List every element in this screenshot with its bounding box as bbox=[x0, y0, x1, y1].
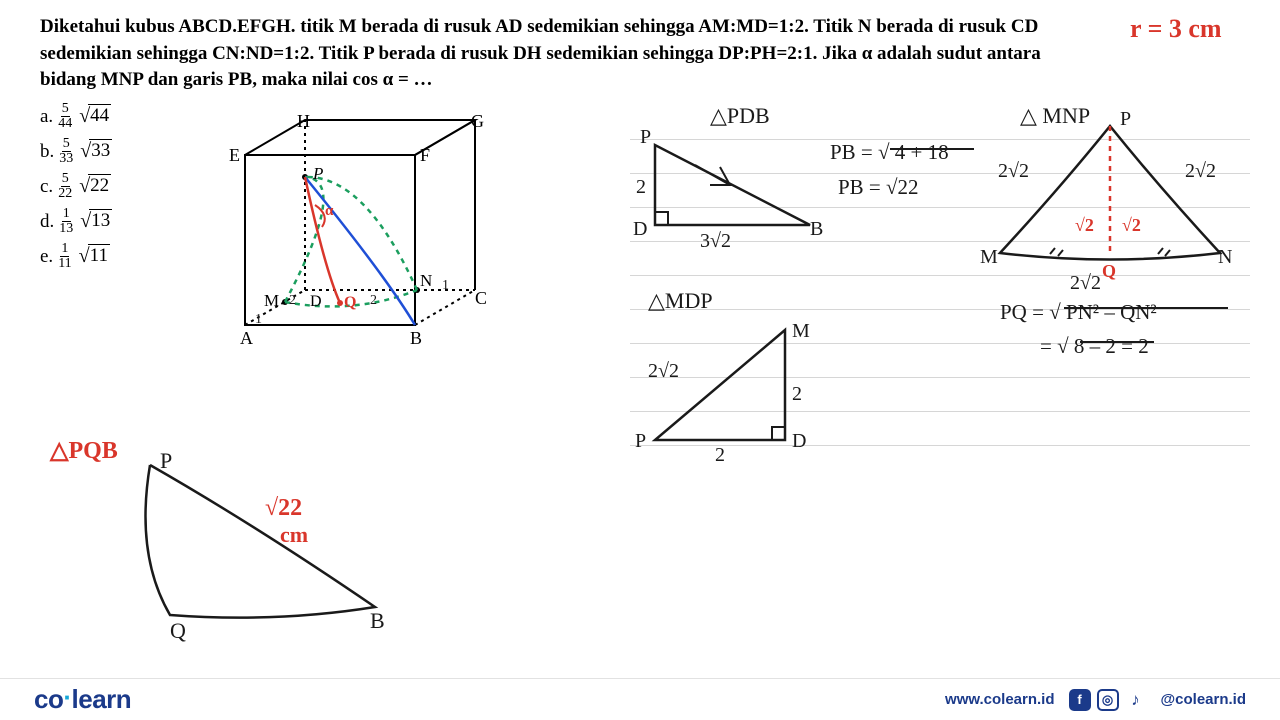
pqb-Q: Q bbox=[170, 618, 186, 644]
side-note: r = 3 cm bbox=[1130, 14, 1222, 44]
cube-diagram: H G E F A B C D M N P Q α 1 2 1 2 bbox=[215, 115, 485, 395]
pqb-P: P bbox=[160, 448, 172, 474]
label-P: P bbox=[313, 164, 323, 184]
mnp-pq1: PQ = √ PN² – QN² bbox=[1000, 300, 1157, 325]
option-d: d. 113 13 bbox=[40, 207, 112, 236]
mdp-P: P bbox=[635, 430, 646, 453]
label-E: E bbox=[229, 145, 240, 166]
label-F: F bbox=[420, 145, 430, 166]
mnp-s2: √2 bbox=[1122, 215, 1141, 236]
footer-site: www.colearn.id bbox=[945, 691, 1054, 708]
facebook-icon: f bbox=[1069, 689, 1091, 711]
question-text: Diketahui kubus ABCD.EFGH. titik M berad… bbox=[40, 14, 1080, 94]
pdb-pd: 2 bbox=[636, 176, 646, 199]
mnp-pq2: = √ 8 – 2 = 2 bbox=[1040, 334, 1149, 359]
label-C: C bbox=[475, 288, 487, 309]
num-n1: 1 bbox=[442, 278, 449, 294]
mdp-pd: 2 bbox=[715, 444, 725, 467]
instagram-icon: ◎ bbox=[1097, 689, 1119, 711]
pqb-unit: cm bbox=[280, 522, 308, 548]
pqb-side: √22 bbox=[265, 495, 302, 522]
pdb-eq1: PB = √ 4 + 18 bbox=[830, 140, 949, 165]
option-e: e. 111 11 bbox=[40, 242, 112, 271]
label-N: N bbox=[420, 271, 432, 291]
label-Q: Q bbox=[344, 294, 356, 312]
tiktok-icon: ♪ bbox=[1125, 689, 1147, 711]
option-b: b. 533 33 bbox=[40, 137, 112, 166]
mnp-mn: 2√2 bbox=[1070, 272, 1101, 295]
social-icons: f ◎ ♪ bbox=[1069, 689, 1147, 711]
num-m1: 1 bbox=[255, 312, 262, 328]
num-m2: 2 bbox=[289, 293, 296, 309]
label-G: G bbox=[471, 111, 484, 132]
num-n2: 2 bbox=[370, 293, 377, 309]
pdb-B: B bbox=[810, 218, 823, 241]
mdp-md: 2 bbox=[792, 383, 802, 406]
pdb-P: P bbox=[640, 126, 651, 149]
mnp-Q: Q bbox=[1102, 261, 1116, 282]
pqb-B: B bbox=[370, 608, 385, 634]
mdp-mp: 2√2 bbox=[648, 360, 679, 383]
option-c: c. 522 22 bbox=[40, 172, 112, 201]
mdp-M: M bbox=[792, 320, 810, 343]
mdp-D: D bbox=[792, 430, 806, 453]
options-list: a. 544 44 b. 533 33 c. 522 22 d. 113 13 … bbox=[40, 102, 112, 277]
pdb-db: 3√2 bbox=[700, 230, 731, 253]
label-A: A bbox=[240, 328, 253, 349]
mnp-pn: 2√2 bbox=[1185, 160, 1216, 183]
pdb-eq2: PB = √22 bbox=[838, 175, 919, 200]
mnp-N: N bbox=[1218, 246, 1232, 269]
mnp-pm: 2√2 bbox=[998, 160, 1029, 183]
mnp-M: M bbox=[980, 246, 998, 269]
pdb-title: △PDB bbox=[710, 103, 770, 129]
label-angle: α bbox=[325, 203, 333, 220]
mnp-title: △ MNP bbox=[1020, 103, 1090, 129]
mdp-title: △MDP bbox=[648, 288, 713, 314]
pqb-title: △PQB bbox=[50, 436, 118, 465]
brand-logo: co·learn bbox=[34, 684, 131, 715]
label-H: H bbox=[297, 111, 310, 132]
option-a: a. 544 44 bbox=[40, 102, 112, 131]
label-D: D bbox=[310, 293, 322, 311]
label-M: M bbox=[264, 291, 279, 311]
mnp-s1: √2 bbox=[1075, 215, 1094, 236]
pqb-triangle bbox=[115, 455, 405, 645]
pdb-D: D bbox=[633, 218, 647, 241]
label-B: B bbox=[410, 328, 422, 349]
mnp-P: P bbox=[1120, 108, 1131, 131]
footer: co·learn www.colearn.id f ◎ ♪ @colearn.i… bbox=[0, 678, 1280, 720]
footer-handle: @colearn.id bbox=[1161, 691, 1246, 708]
